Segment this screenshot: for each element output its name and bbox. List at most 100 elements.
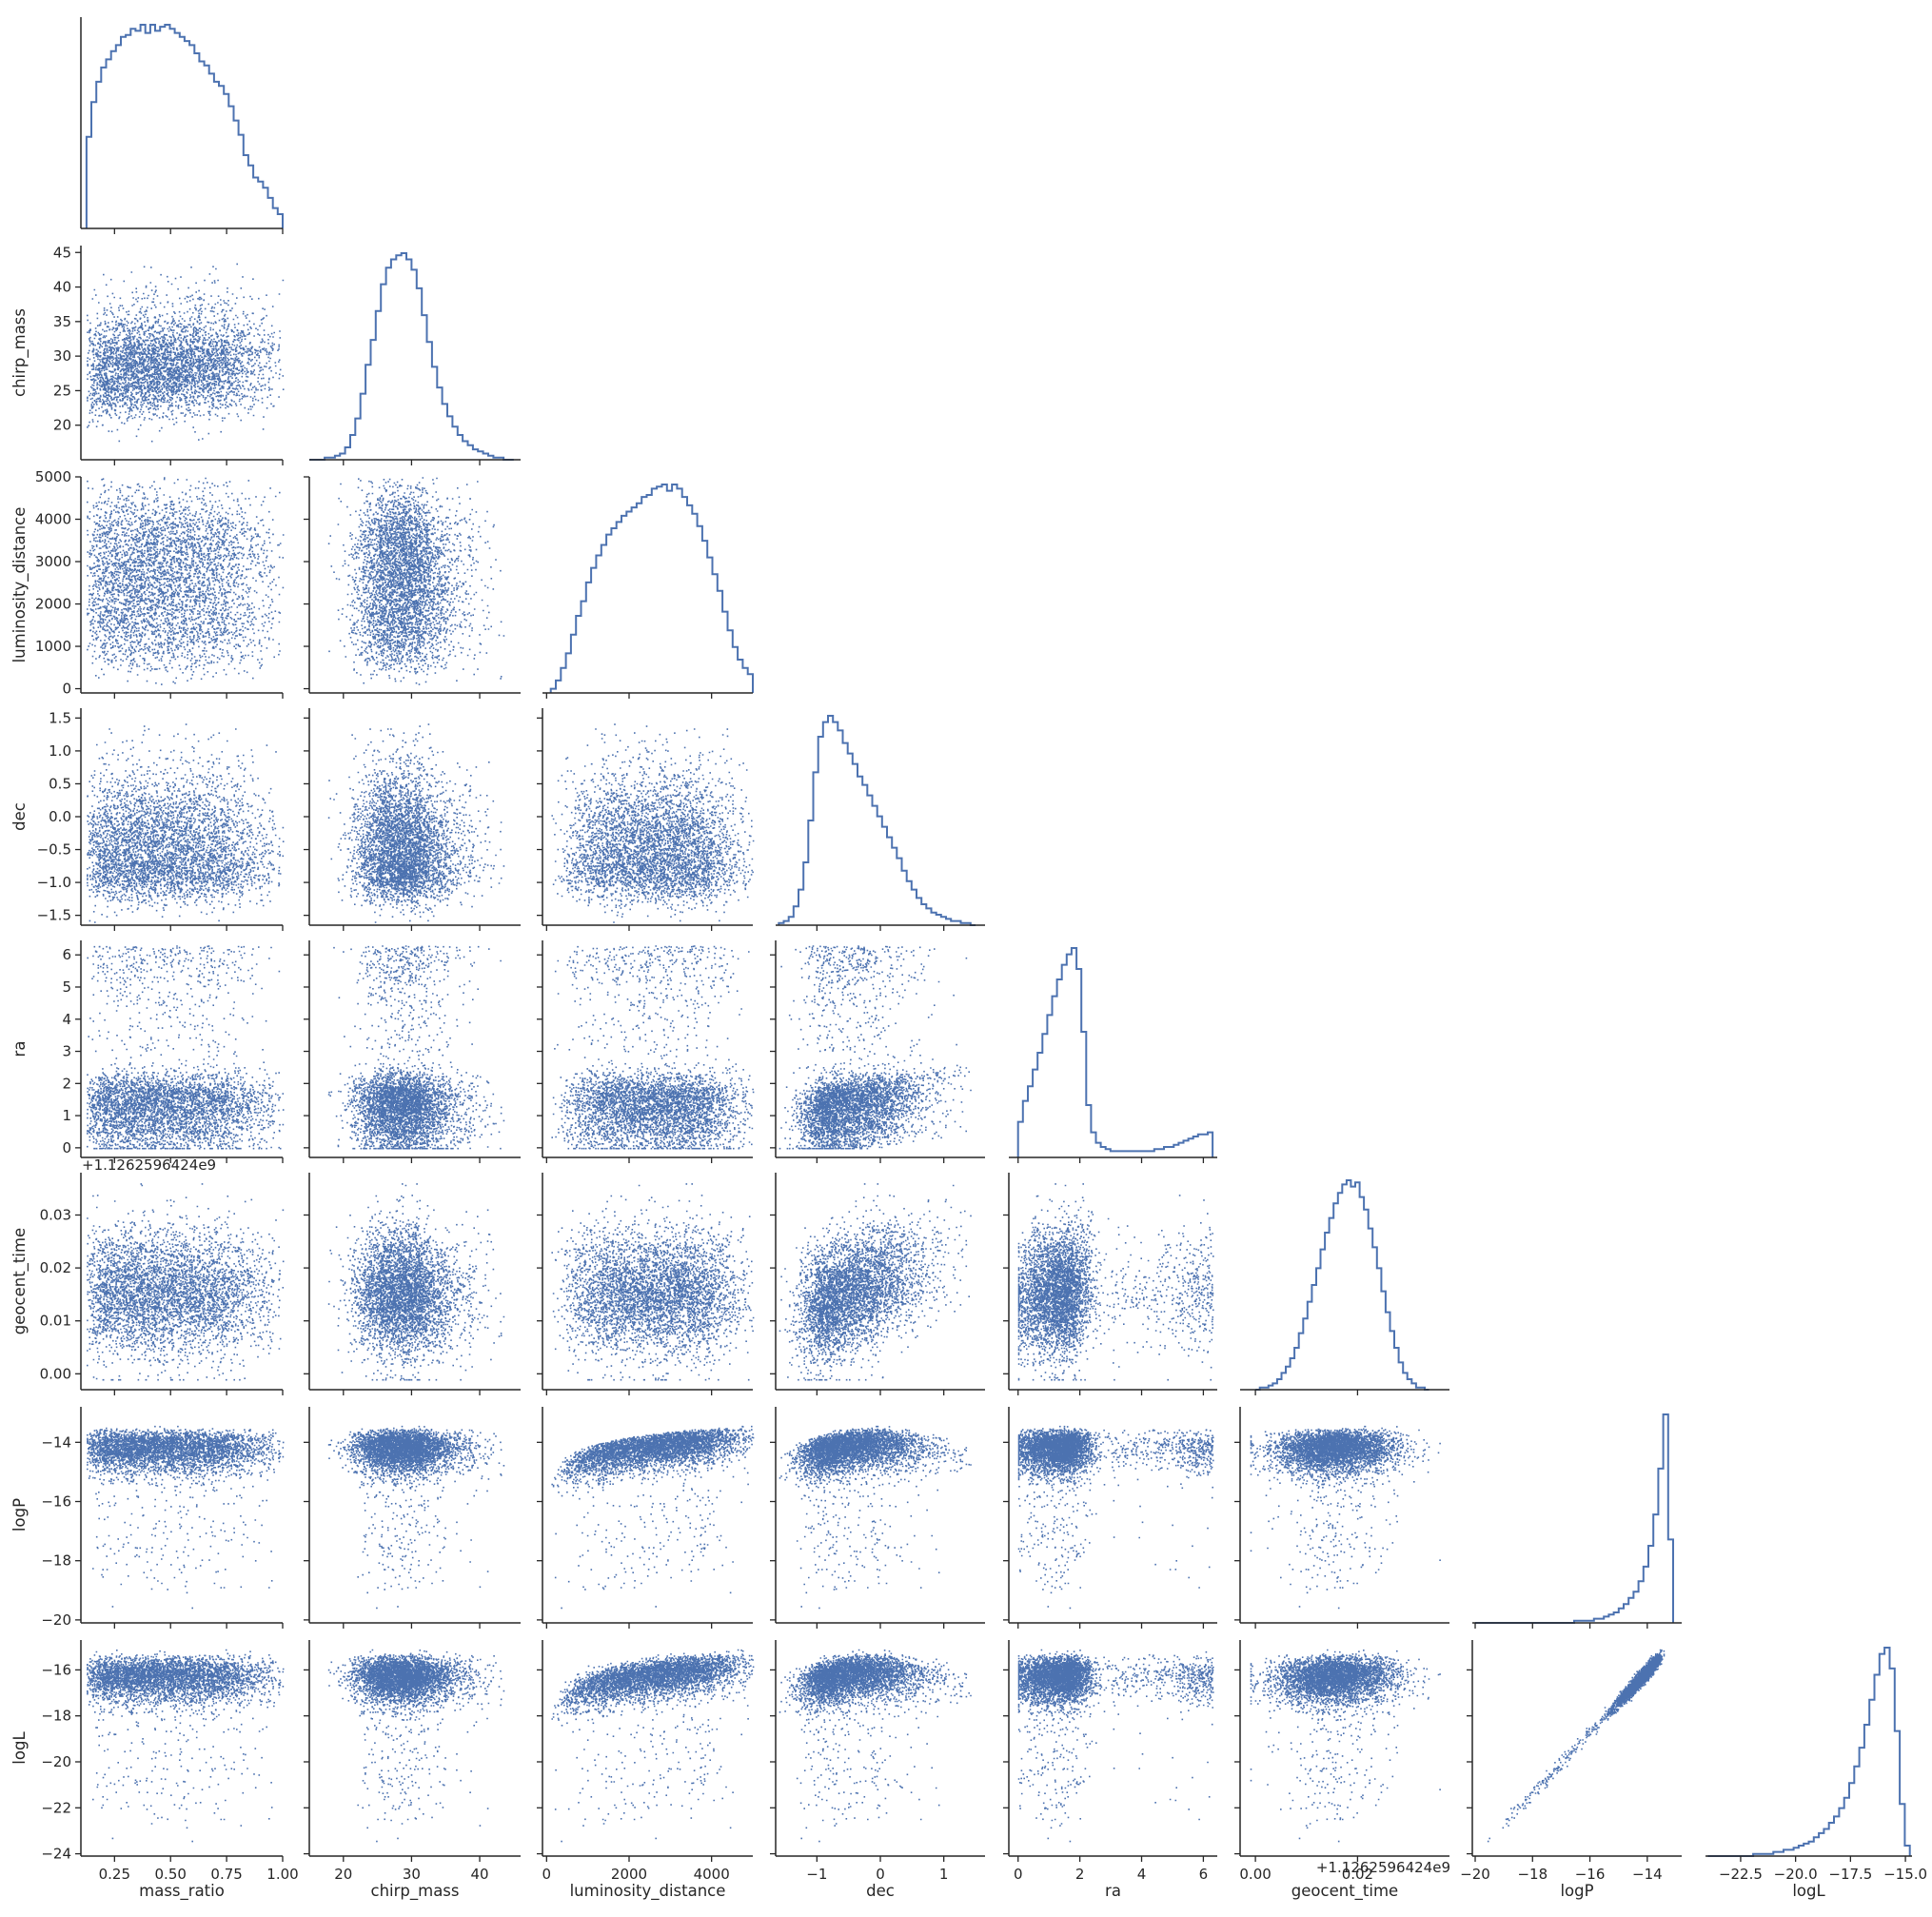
panel-mass_ratio-vs-mass_ratio <box>80 17 284 234</box>
x-tick-label: 1 <box>939 1866 949 1883</box>
histogram-ra <box>1016 947 1214 1157</box>
y-tick-label: −18 <box>41 1708 71 1725</box>
x-axis-label-ra: ra <box>1105 1882 1121 1900</box>
x-offset-label-geocent-time: +1.1262596424e9 <box>1316 1859 1450 1876</box>
y-axis-label-ra: ra <box>10 1041 29 1057</box>
x-tick-label: 40 <box>470 1866 488 1883</box>
panel-logP-vs-ra <box>1003 1407 1217 1629</box>
y-tick-label: 25 <box>53 382 71 399</box>
y-tick-label: −16 <box>41 1661 71 1678</box>
x-tick-label: −18 <box>1517 1866 1548 1883</box>
x-tick-label: −16 <box>1575 1866 1606 1883</box>
y-tick-label: 0.00 <box>40 1365 71 1382</box>
panel-luminosity_distance-vs-luminosity_distance <box>542 484 754 699</box>
panel-ra-vs-luminosity_distance <box>537 940 755 1163</box>
scatter-points-logL-chirp_mass <box>327 1649 505 1843</box>
y-tick-label: 0 <box>62 1139 71 1156</box>
scatter-points-logP-dec <box>779 1425 972 1610</box>
y-tick-label: 0.02 <box>40 1259 71 1276</box>
x-tick-label: 0.75 <box>210 1866 242 1883</box>
panel-logP-vs-mass_ratio: −20 −18 −16 −14 <box>41 1407 285 1629</box>
panel-logP-vs-luminosity_distance <box>537 1407 755 1629</box>
x-tick-label: 2 <box>1075 1866 1085 1883</box>
panel-dec-vs-chirp_mass <box>304 708 521 931</box>
y-tick-label: 0.5 <box>49 775 71 792</box>
x-tick-label: 30 <box>403 1866 421 1883</box>
scatter-points-logL-ra <box>1017 1649 1214 1843</box>
y-tick-label: 1.0 <box>49 742 71 760</box>
panel-logL-vs-mass_ratio: −24 −22 −20 −18 −16 0.25 0.50 0.75 1.00 <box>41 1640 299 1883</box>
scatter-points-logP-luminosity_distance <box>551 1425 755 1610</box>
y-tick-label: 30 <box>53 347 71 365</box>
scatter-points-logL-geocent_time <box>1250 1649 1441 1843</box>
x-tick-label: 0 <box>542 1866 552 1883</box>
panel-chirp_mass-vs-chirp_mass <box>309 252 521 465</box>
panel-logL-vs-ra: 0 2 4 6 <box>1003 1640 1217 1883</box>
x-tick-label: −1 <box>806 1866 827 1883</box>
scatter-points-geocent_time-mass_ratio <box>87 1183 285 1381</box>
panel-dec-vs-mass_ratio: −1.5 −1.0 −0.5 0.0 0.5 1.0 1.5 <box>37 708 285 931</box>
scatter-points-logP-mass_ratio <box>87 1425 285 1610</box>
y-tick-label: 2 <box>62 1075 71 1092</box>
scatter-points-logL-logP <box>1487 1649 1666 1843</box>
y-axis-label-dec: dec <box>10 802 29 831</box>
scatter-points-logL-luminosity_distance <box>551 1649 755 1843</box>
x-tick-label: −20.0 <box>1774 1866 1818 1883</box>
scatter-points-ra-luminosity_distance <box>551 945 755 1150</box>
y-tick-label: 20 <box>53 417 71 434</box>
panel-geocent_time-vs-chirp_mass <box>304 1173 521 1395</box>
x-tick-label: 0.50 <box>155 1866 187 1883</box>
x-tick-label: 2000 <box>611 1866 647 1883</box>
scatter-points-ra-dec <box>779 945 972 1150</box>
x-tick-label: 0.02 <box>1342 1866 1373 1883</box>
scatter-points-luminosity_distance-mass_ratio <box>87 477 285 685</box>
scatter-points-geocent_time-ra <box>1017 1183 1214 1381</box>
y-tick-label: 0 <box>62 681 71 698</box>
y-tick-label: −16 <box>41 1493 71 1511</box>
y-tick-label: −20 <box>41 1611 71 1629</box>
y-tick-label: 45 <box>53 244 71 261</box>
histogram-logP <box>1475 1413 1674 1624</box>
x-tick-label: 20 <box>334 1866 352 1883</box>
x-axis-label-chirp_mass: chirp_mass <box>371 1882 460 1901</box>
scatter-points-geocent_time-chirp_mass <box>327 1183 505 1381</box>
scatter-points-geocent_time-dec <box>779 1183 972 1381</box>
x-tick-label: −17.5 <box>1828 1866 1872 1883</box>
y-tick-label: 40 <box>53 279 71 296</box>
y-tick-label: 4 <box>62 1011 71 1028</box>
y-tick-label: 3 <box>62 1043 71 1060</box>
y-tick-label: 5 <box>62 978 71 996</box>
x-tick-label: 6 <box>1199 1866 1209 1883</box>
y-tick-label: −14 <box>41 1433 71 1451</box>
x-axis-label-mass_ratio: mass_ratio <box>139 1882 225 1901</box>
x-tick-label: 4000 <box>694 1866 730 1883</box>
y-tick-label: −20 <box>41 1753 71 1770</box>
y-tick-label: 0.01 <box>40 1313 71 1330</box>
panel-ra-vs-dec <box>770 940 985 1163</box>
panel-logL-vs-dec: −1 0 1 <box>770 1640 985 1883</box>
scatter-points-dec-chirp_mass <box>327 723 505 923</box>
panel-logP-vs-logP <box>1472 1413 1682 1629</box>
scatter-points-dec-mass_ratio <box>87 723 285 923</box>
x-axis-label-luminosity_distance: luminosity_distance <box>570 1882 726 1901</box>
x-tick-label: 0 <box>876 1866 885 1883</box>
y-offset-label-geocent-time: +1.1262596424e9 <box>82 1156 216 1174</box>
panel-dec-vs-luminosity_distance <box>537 708 755 931</box>
panel-luminosity_distance-vs-mass_ratio: 0 1000 2000 3000 4000 5000 <box>35 468 285 699</box>
y-axis-label-geocent_time: geocent_time <box>10 1228 30 1334</box>
y-tick-label: 4000 <box>35 511 71 528</box>
y-tick-label: −24 <box>41 1846 71 1863</box>
y-axis-label-logL: logL <box>10 1731 29 1765</box>
scatter-points-logP-chirp_mass <box>327 1425 505 1610</box>
x-axis-label-logL: logL <box>1792 1882 1825 1900</box>
scatter-points-ra-mass_ratio <box>87 945 285 1150</box>
panel-logL-vs-logL: −22.5 −20.0 −17.5 −15.0 <box>1705 1647 1927 1883</box>
x-tick-label: 1.00 <box>266 1866 298 1883</box>
scatter-points-logP-ra <box>1017 1425 1214 1610</box>
scatter-points-luminosity_distance-chirp_mass <box>327 477 505 685</box>
y-tick-label: −1.5 <box>37 907 71 924</box>
y-tick-label: −22 <box>41 1799 71 1816</box>
y-tick-label: −0.5 <box>37 841 71 859</box>
x-tick-label: 0.25 <box>99 1866 130 1883</box>
scatter-points-chirp_mass-mass_ratio <box>87 263 285 443</box>
